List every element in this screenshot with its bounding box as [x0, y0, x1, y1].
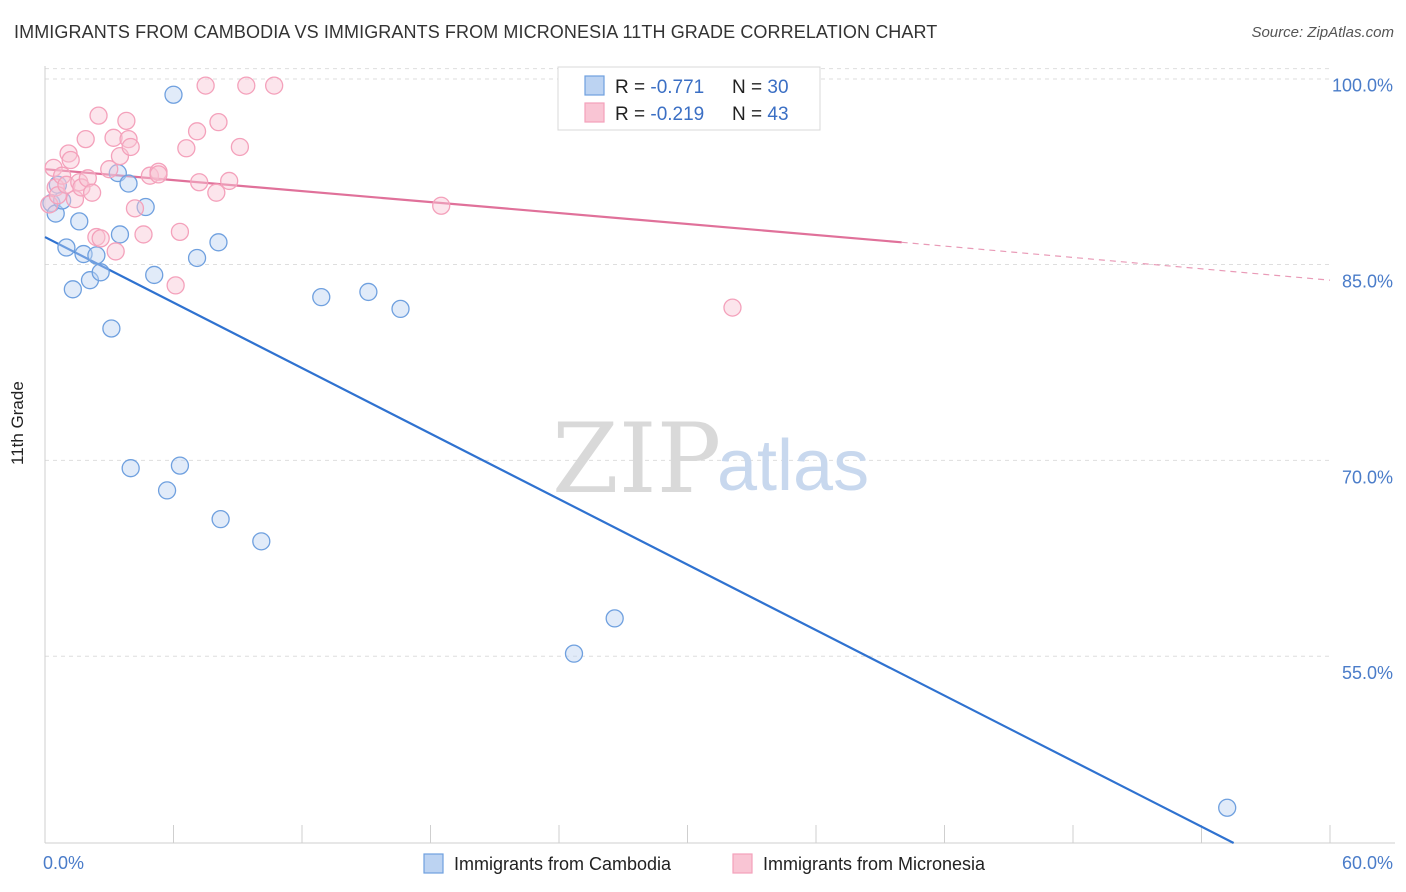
point-cambodia-19	[164, 85, 183, 104]
series-legend-swatch-cambodia	[423, 853, 444, 874]
point-micronesia-28	[149, 165, 168, 184]
point-cambodia-22	[209, 233, 228, 252]
trend-lines	[44, 168, 1331, 844]
point-micronesia-8	[65, 190, 85, 209]
point-cambodia-13	[110, 225, 130, 244]
series-legend-swatch-micronesia	[732, 853, 753, 874]
point-micronesia-17	[100, 160, 119, 179]
legend-r-label-1: R =	[615, 77, 650, 98]
data-points	[40, 76, 1237, 817]
source-label: Source: ZipAtlas.com	[1251, 24, 1394, 41]
point-cambodia-5	[63, 280, 82, 299]
x-tick-label-0: 0.0%	[43, 853, 84, 873]
trend-line-extension-micronesia	[901, 241, 1331, 281]
point-micronesia-4	[52, 166, 72, 185]
point-cambodia-30	[1218, 798, 1237, 817]
x-tick-label-1: 60.0%	[1342, 853, 1393, 873]
y-tick-label-2: 70.0%	[1342, 467, 1393, 487]
point-micronesia-39	[237, 76, 256, 95]
trend-line-micronesia	[44, 168, 902, 244]
watermark: ZIP atlas	[552, 403, 869, 515]
point-cambodia-29	[605, 609, 624, 628]
point-micronesia-18	[104, 128, 123, 147]
point-cambodia-27	[391, 299, 410, 319]
point-micronesia-13	[82, 183, 102, 202]
point-cambodia-4	[57, 238, 76, 257]
legend-n-value-2: 43	[767, 104, 788, 125]
point-micronesia-29	[166, 276, 185, 295]
point-cambodia-24	[252, 532, 271, 551]
point-micronesia-34	[196, 76, 215, 95]
point-cambodia-20	[170, 456, 190, 475]
point-cambodia-23	[211, 509, 230, 529]
point-micronesia-38	[230, 137, 250, 157]
point-micronesia-41	[432, 196, 451, 215]
y-tick-label-3: 55.0%	[1342, 663, 1393, 683]
legend-n-label-2: N =	[732, 104, 767, 125]
point-cambodia-25	[312, 287, 331, 307]
chart-title: IMMIGRANTS FROM CAMBODIA VS IMMIGRANTS F…	[14, 22, 938, 42]
point-micronesia-12	[78, 169, 97, 188]
point-micronesia-32	[187, 122, 207, 141]
point-cambodia-15	[121, 459, 140, 478]
watermark-zip: ZIP	[552, 403, 721, 515]
svg-text:N = 43: N = 43	[732, 104, 789, 125]
series-legend-cambodia: Immigrants from Cambodia	[454, 854, 672, 874]
point-micronesia-40	[265, 76, 284, 95]
watermark-atlas: atlas	[717, 426, 869, 506]
point-micronesia-42	[723, 298, 742, 317]
point-micronesia-21	[117, 111, 136, 130]
point-cambodia-9	[87, 246, 106, 265]
point-micronesia-33	[190, 173, 209, 192]
legend-swatch-cambodia	[584, 75, 605, 96]
point-micronesia-15	[89, 106, 108, 125]
y-tick-label-0: 100.0%	[1332, 76, 1393, 96]
point-micronesia-37	[220, 171, 239, 191]
point-cambodia-14	[119, 174, 138, 193]
point-micronesia-31	[177, 139, 196, 158]
series-legend-micronesia: Immigrants from Micronesia	[763, 854, 986, 874]
point-micronesia-25	[134, 225, 153, 244]
svg-text:N = 30: N = 30	[732, 77, 789, 98]
point-micronesia-11	[76, 129, 95, 149]
svg-text:R = -0.771: R = -0.771	[615, 77, 704, 98]
legend-r-value-1: -0.771	[650, 77, 704, 98]
point-cambodia-17	[145, 265, 164, 285]
tick-labels: 100.0% 85.0% 70.0% 55.0% 0.0% 60.0%	[43, 76, 1393, 873]
point-cambodia-11	[102, 319, 121, 338]
legend-r-label-2: R =	[615, 104, 650, 125]
point-cambodia-18	[157, 481, 177, 500]
point-micronesia-7	[61, 150, 80, 170]
gridlines	[45, 68, 1330, 657]
y-tick-label-1: 85.0%	[1342, 271, 1393, 291]
stats-legend: R = -0.771 N = 30 R = -0.219 N = 43	[557, 66, 821, 131]
legend-r-value-2: -0.219	[650, 104, 704, 125]
point-cambodia-10	[91, 263, 110, 282]
point-micronesia-10	[72, 178, 91, 197]
legend-n-value-1: 30	[767, 77, 788, 98]
legend-n-label-1: N =	[732, 77, 767, 98]
svg-text:R = -0.219: R = -0.219	[615, 104, 704, 125]
point-cambodia-26	[359, 282, 378, 302]
point-cambodia-6	[70, 212, 89, 231]
point-micronesia-16	[91, 229, 110, 248]
point-cambodia-28	[564, 644, 584, 663]
trend-line-cambodia	[44, 236, 1235, 844]
axes	[44, 66, 1395, 844]
point-cambodia-21	[187, 248, 207, 268]
legend-swatch-micronesia	[584, 102, 605, 123]
series-legend: Immigrants from Cambodia Immigrants from…	[423, 853, 986, 874]
point-micronesia-35	[207, 183, 226, 202]
point-micronesia-30	[170, 222, 190, 241]
point-micronesia-23	[121, 137, 140, 157]
point-micronesia-19	[106, 242, 125, 261]
point-micronesia-24	[125, 199, 145, 218]
point-micronesia-36	[209, 113, 228, 132]
